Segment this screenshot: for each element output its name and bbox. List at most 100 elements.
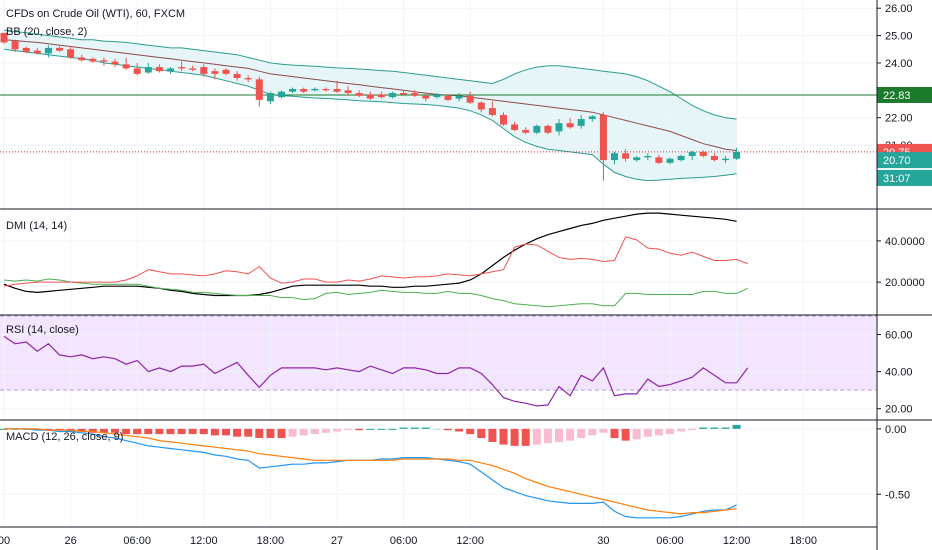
macd-histogram-bar xyxy=(432,428,441,430)
candle-body xyxy=(366,94,374,99)
candle-body xyxy=(355,93,363,96)
minus-di-line xyxy=(3,236,748,287)
y-tick-label: -0.50 xyxy=(885,489,910,501)
macd-histogram-bar xyxy=(244,428,253,437)
macd-histogram-bar xyxy=(199,428,208,435)
candle-body xyxy=(111,61,119,65)
level-tag xyxy=(877,86,932,103)
candle-body xyxy=(333,88,341,92)
macd-histogram-bar xyxy=(177,428,186,435)
candle-body xyxy=(244,78,252,80)
macd-histogram-bar xyxy=(421,427,430,429)
macd-histogram-bar xyxy=(688,428,697,431)
rsi-indicator-label: RSI (14, close) xyxy=(6,324,79,336)
y-tick-label: 40.0000 xyxy=(885,236,925,248)
dmi-indicator-label: DMI (14, 14) xyxy=(6,220,67,232)
candle-body xyxy=(266,93,274,102)
candle-body xyxy=(289,88,297,92)
x-tick-label: 12:00 xyxy=(456,535,484,547)
price-tag-label: 20.70 xyxy=(883,155,911,167)
macd-histogram-bar xyxy=(466,428,475,435)
macd-histogram-bar xyxy=(410,427,419,429)
candle-body xyxy=(133,68,141,74)
candle-body xyxy=(144,67,152,73)
candle-body xyxy=(89,58,97,62)
macd-histogram-bar xyxy=(144,428,153,435)
macd-histogram-bar xyxy=(588,428,597,436)
macd-histogram-bar xyxy=(366,428,375,430)
macd-histogram-bar xyxy=(111,428,119,433)
candle-body xyxy=(500,114,507,125)
y-tick-label: 60.00 xyxy=(885,330,913,342)
candle-body xyxy=(544,125,552,133)
candle-body xyxy=(155,67,163,72)
x-tick-label: 06:00 xyxy=(390,535,418,547)
chart-fill-layer xyxy=(0,30,877,391)
macd-histogram-bar xyxy=(188,428,197,435)
candle-body xyxy=(599,114,607,161)
macd-histogram-bar xyxy=(654,428,663,436)
candle-body xyxy=(611,153,618,161)
candle-body xyxy=(0,32,8,43)
x-tick-label: 30 xyxy=(597,535,609,547)
candle-body xyxy=(644,156,652,158)
candle-body xyxy=(178,67,186,69)
y-tick-label: 24.00 xyxy=(885,58,913,70)
macd-histogram-bar xyxy=(699,427,708,429)
y-tick-label: 20.0000 xyxy=(885,277,925,289)
candle-body xyxy=(311,88,319,91)
macd-histogram-bar xyxy=(666,428,674,435)
macd-histogram-bar xyxy=(621,428,630,441)
level-tag-label: 22.83 xyxy=(883,90,911,102)
x-tick-label: 27 xyxy=(331,535,343,547)
chart-grid-layer xyxy=(0,0,877,527)
candle-body xyxy=(167,68,174,72)
macd-histogram-bar xyxy=(477,428,486,439)
macd-histogram-bar xyxy=(632,428,641,440)
adx-line xyxy=(3,212,737,297)
y-tick-label: 20.00 xyxy=(885,404,913,416)
macd-histogram-bar xyxy=(310,428,319,435)
bb-indicator-label: BB (20, close, 2) xyxy=(6,26,87,38)
macd-histogram-bar xyxy=(610,428,619,439)
candle-body xyxy=(278,91,285,98)
candle-body xyxy=(488,108,496,115)
candle-body xyxy=(433,94,441,98)
candle-body xyxy=(377,94,385,98)
macd-histogram-bar xyxy=(399,427,408,429)
macd-histogram-bar xyxy=(344,428,353,431)
candle-body xyxy=(555,123,563,132)
x-tick-label: 06:00 xyxy=(123,535,151,547)
bb-upper-line xyxy=(3,29,737,120)
x-tick-label: 18:00 xyxy=(257,535,285,547)
candle-body xyxy=(67,49,75,58)
y-tick-label: 22.00 xyxy=(885,113,913,125)
rsi-band-fill xyxy=(0,316,877,391)
candle-body xyxy=(11,41,19,50)
candle-body xyxy=(655,157,663,163)
macd-histogram-bar xyxy=(355,428,364,431)
macd-histogram-bar xyxy=(566,428,575,441)
macd-histogram-bar xyxy=(321,428,330,433)
macd-histogram-bar xyxy=(677,428,686,432)
macd-histogram-bar xyxy=(488,428,497,442)
macd-histogram-bar xyxy=(266,428,275,439)
macd-histogram-bar xyxy=(377,428,386,430)
candle-body xyxy=(699,151,707,156)
macd-histogram-bar xyxy=(721,427,730,429)
macd-histogram-bar xyxy=(210,428,219,436)
macd-histogram-bar xyxy=(44,428,53,431)
price-tag xyxy=(877,152,932,169)
bb-basis-line xyxy=(3,39,737,151)
candle-body xyxy=(389,93,396,98)
macd-histogram-bar xyxy=(133,428,142,435)
candle-body xyxy=(588,116,596,120)
macd-histogram-bar xyxy=(255,428,264,439)
y-tick-label: 26.00 xyxy=(885,3,913,15)
candle-body xyxy=(344,90,352,94)
candle-body xyxy=(444,95,452,100)
macd-histogram-bar xyxy=(55,428,64,431)
plus-di-line xyxy=(3,278,748,308)
